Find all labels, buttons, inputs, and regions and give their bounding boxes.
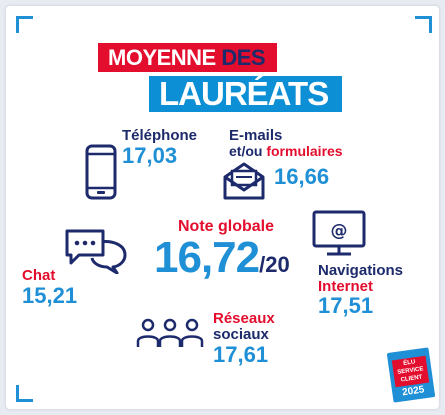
global-score: 16,72/20	[154, 233, 290, 283]
smartphone-icon	[84, 143, 118, 201]
telephone-value: 17,03	[122, 143, 178, 168]
reseaux-value: 17,61	[213, 342, 269, 367]
title-banner-line2: LAURÉATS	[149, 76, 343, 112]
logo-text-block: ÉLU SERVICE CLIENT	[391, 355, 430, 388]
people-group-icon	[136, 317, 204, 349]
chat-label: Chat	[22, 267, 56, 284]
title-word-moyenne: MOYENNE	[108, 45, 216, 70]
elu-service-client-logo: ÉLU SERVICE CLIENT 2025	[386, 347, 436, 403]
reseaux-label-line2: sociaux	[213, 326, 269, 343]
emails-value: 16,66	[274, 164, 330, 189]
decor-corner-bottom-left	[16, 385, 33, 402]
infographic-card: MOYENNE DES LAURÉATS Téléphone 17,03 E-m…	[6, 6, 439, 409]
chat-value: 15,21	[22, 283, 78, 308]
decor-corner-top-right	[415, 16, 432, 33]
global-suffix: /20	[259, 252, 290, 277]
title-word-des: DES	[221, 45, 266, 70]
emails-label-prefix: et/ou	[229, 143, 263, 159]
emails-label-line1: E-mails	[229, 127, 283, 144]
global-value: 16,72	[154, 233, 260, 282]
title-banner-line1: MOYENNE DES	[98, 43, 278, 72]
emails-label-line2: et/ou formulaires	[229, 143, 343, 159]
global-label: Note globale	[178, 218, 275, 235]
decor-corner-top-left	[16, 16, 33, 33]
reseaux-label-line1: Réseaux	[213, 310, 275, 327]
navigations-value: 17,51	[318, 293, 374, 318]
telephone-label: Téléphone	[122, 127, 198, 144]
svg-text:@: @	[331, 221, 348, 241]
monitor-at-icon: @	[311, 209, 367, 257]
navigations-label-line1: Navigations	[318, 262, 404, 279]
chat-bubbles-icon	[63, 228, 127, 274]
envelope-icon	[222, 161, 266, 201]
navigations-label-line2: Internet	[318, 278, 374, 295]
emails-label-suffix: formulaires	[266, 143, 343, 159]
